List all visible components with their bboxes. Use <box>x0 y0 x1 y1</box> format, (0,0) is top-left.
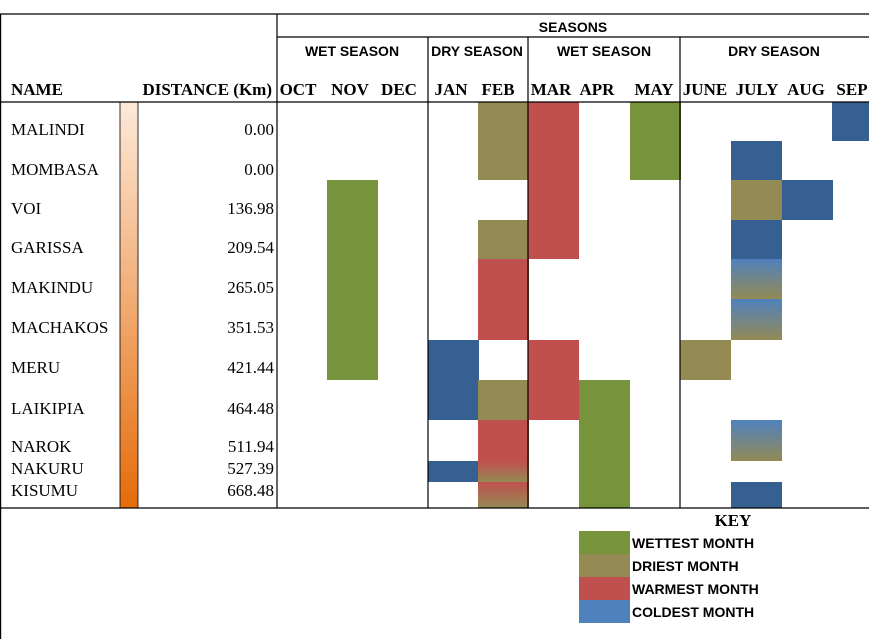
station-distance: 209.54 <box>227 238 274 257</box>
cell-nakuru-jan <box>428 461 479 482</box>
station-name: GARISSA <box>11 238 84 257</box>
station-distance: 351.53 <box>227 318 274 337</box>
cell-narok-july <box>731 420 782 461</box>
cell-kisumu-apr <box>579 482 630 508</box>
month-header-may: MAY <box>634 80 673 99</box>
station-name: KISUMU <box>11 481 78 500</box>
cell-nakuru-apr <box>579 461 630 482</box>
distance-column-header: DISTANCE (Km) <box>142 80 272 99</box>
cell-kisumu-july <box>731 482 782 508</box>
station-distance: 511.94 <box>228 437 275 456</box>
cell-garissa-mar <box>528 220 579 259</box>
station-name: MACHAKOS <box>11 318 108 337</box>
cell-malindi-sep <box>832 102 869 141</box>
month-header-row: OCT NOV DEC JAN FEB MAR APR MAY JUNE JULY AUG SEP <box>280 80 868 99</box>
station-distance: 0.00 <box>244 160 274 179</box>
cell-meru-nov <box>327 340 378 380</box>
cell-garissa-feb <box>478 220 529 259</box>
cell-machakos-feb <box>478 299 529 340</box>
season-label: DRY SEASON <box>431 43 523 59</box>
cell-narok-feb <box>478 420 529 461</box>
legend-swatch-warmest <box>579 577 630 600</box>
cell-voi-aug <box>782 180 833 220</box>
cell-machakos-nov <box>327 299 378 340</box>
season-labels: WET SEASON DRY SEASON WET SEASON DRY SEASON <box>305 43 820 59</box>
cell-meru-mar <box>528 340 579 380</box>
station-name: MERU <box>11 358 60 377</box>
month-header-mar: MAR <box>531 80 572 99</box>
month-header-apr: APR <box>580 80 616 99</box>
cell-laikipia-apr <box>579 380 630 420</box>
cell-mombasa-feb <box>478 141 529 180</box>
station-name: NAKURU <box>11 459 84 478</box>
legend-title: KEY <box>715 511 752 530</box>
cell-meru-june <box>680 340 731 380</box>
month-header-jan: JAN <box>434 80 468 99</box>
station-distance: 527.39 <box>227 459 274 478</box>
station-distance: 668.48 <box>227 481 274 500</box>
month-header-feb: FEB <box>481 80 514 99</box>
season-label: DRY SEASON <box>728 43 820 59</box>
cell-narok-apr <box>579 420 630 461</box>
cell-mombasa-july <box>731 141 782 180</box>
legend-label: WARMEST MONTH <box>632 581 759 597</box>
seasons-heading: SEASONS <box>539 19 607 35</box>
grid-lines <box>0 13 869 639</box>
cell-voi-nov <box>327 180 378 220</box>
station-distance: 421.44 <box>227 358 274 377</box>
month-header-nov: NOV <box>331 80 370 99</box>
season-label: WET SEASON <box>305 43 399 59</box>
station-rows: MALINDI 0.00 MOMBASA 0.00 VOI 136.98 GARISSA 20… <box>11 120 275 500</box>
legend-label: COLDEST MONTH <box>632 604 754 620</box>
cell-makindu-nov <box>327 259 378 299</box>
cell-garissa-nov <box>327 220 378 259</box>
station-name: NAROK <box>11 437 72 456</box>
cell-mombasa-mar <box>528 141 579 180</box>
month-cells <box>327 102 869 508</box>
station-name: LAIKIPIA <box>11 399 85 418</box>
month-header-oct: OCT <box>280 80 318 99</box>
month-header-aug: AUG <box>787 80 825 99</box>
name-column-header: NAME <box>11 80 63 99</box>
legend-swatch-driest <box>579 554 630 577</box>
legend-swatch-coldest_key <box>579 600 630 623</box>
station-distance: 464.48 <box>227 399 274 418</box>
month-header-sep: SEP <box>836 80 867 99</box>
station-name: MOMBASA <box>11 160 100 179</box>
cell-laikipia-feb <box>478 380 529 420</box>
season-label: WET SEASON <box>557 43 651 59</box>
cell-meru-jan <box>428 340 479 380</box>
legend-label: DRIEST MONTH <box>632 558 739 574</box>
month-header-june: JUNE <box>683 80 727 99</box>
station-distance: 0.00 <box>244 120 274 139</box>
cell-laikipia-mar <box>528 380 579 420</box>
legend-swatch-wettest <box>579 531 630 554</box>
cell-makindu-feb <box>478 259 529 299</box>
cell-malindi-mar <box>528 102 579 141</box>
cell-laikipia-jan <box>428 380 479 420</box>
legend: KEY WETTEST MONTH DRIEST MONTH WARMEST MON… <box>579 511 759 623</box>
cell-mombasa-may <box>630 141 681 180</box>
cell-voi-july <box>731 180 782 220</box>
month-header-july: JULY <box>736 80 779 99</box>
cell-nakuru-feb <box>478 461 529 482</box>
station-name: MALINDI <box>11 120 85 139</box>
cell-garissa-july <box>731 220 782 259</box>
cell-malindi-feb <box>478 102 529 141</box>
legend-label: WETTEST MONTH <box>632 535 754 551</box>
cell-kisumu-feb <box>478 482 529 508</box>
cell-voi-mar <box>528 180 579 220</box>
station-name: VOI <box>11 199 42 218</box>
cell-malindi-may <box>630 102 681 141</box>
cell-machakos-july <box>731 299 782 340</box>
station-name: MAKINDU <box>11 278 93 297</box>
month-header-dec: DEC <box>381 80 417 99</box>
station-distance: 136.98 <box>227 199 274 218</box>
station-distance: 265.05 <box>227 278 274 297</box>
distance-gradient-bar <box>120 102 138 508</box>
cell-makindu-july <box>731 259 782 299</box>
